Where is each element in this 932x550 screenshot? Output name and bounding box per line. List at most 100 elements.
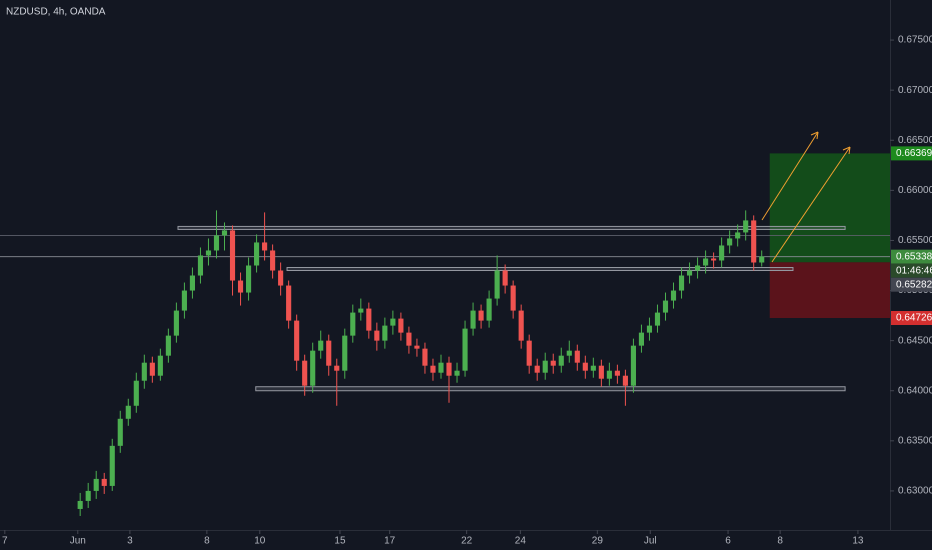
- candle-body: [638, 332, 645, 346]
- candle-body: [446, 362, 452, 376]
- arrow-head: [810, 131, 819, 140]
- candle-body: [606, 370, 612, 379]
- candle-body: [254, 242, 260, 266]
- candle-body: [101, 478, 107, 486]
- candle-body: [622, 375, 628, 386]
- candle-body: [229, 230, 236, 281]
- candle-body: [438, 362, 444, 373]
- y-tick-label: 0.63500: [898, 435, 932, 446]
- candle-body: [470, 310, 476, 329]
- candle-body: [237, 280, 244, 293]
- candle-body: [85, 490, 91, 501]
- candle-body: [189, 275, 195, 291]
- candle-body: [270, 250, 276, 271]
- y-tick-label: 0.66500: [898, 135, 932, 146]
- candle-body: [462, 328, 468, 371]
- candle-body: [109, 445, 115, 486]
- candle-body: [614, 370, 620, 376]
- arrow-line: [771, 146, 851, 263]
- candle-body: [454, 370, 460, 376]
- candle-body: [133, 380, 139, 406]
- arrow-head: [842, 146, 851, 155]
- candle-body: [414, 345, 420, 349]
- x-tick-label: 22: [461, 536, 473, 547]
- y-tick-label: 0.64000: [898, 385, 932, 396]
- candle-body: [494, 270, 500, 299]
- candle-body: [125, 405, 131, 419]
- candle-body: [165, 335, 171, 356]
- chart-title: NZDUSD, 4h, OANDA: [6, 7, 106, 18]
- target-zone: [769, 153, 890, 263]
- candle-body: [406, 332, 412, 346]
- candle-body: [751, 220, 757, 263]
- y-tick-label: 0.65500: [898, 235, 932, 246]
- candle-body: [695, 265, 701, 271]
- candle-body: [197, 255, 204, 276]
- candle-body: [670, 290, 677, 301]
- target-price-label-box: [891, 146, 932, 161]
- target-price-label: 0.66369: [896, 148, 932, 159]
- x-tick-label: 6: [725, 536, 731, 547]
- x-tick-label: 13: [852, 536, 864, 547]
- candle-body: [566, 350, 572, 356]
- candle-body: [358, 308, 364, 313]
- candle-body: [630, 345, 636, 386]
- candle-body: [550, 360, 556, 366]
- candle-body: [245, 265, 252, 293]
- candle-body: [654, 312, 661, 326]
- candle-body: [598, 365, 604, 379]
- candle-body: [711, 258, 717, 261]
- candle-body: [582, 362, 588, 371]
- countdown-label: 01:46:46: [896, 265, 932, 276]
- candle-body: [574, 350, 580, 363]
- candle-body: [686, 270, 693, 276]
- price-zone: [255, 386, 846, 392]
- price-zone: [286, 267, 794, 272]
- candle-body: [310, 350, 316, 386]
- candle-body: [719, 245, 725, 261]
- x-tick-label: 8: [204, 536, 210, 547]
- x-tick-label: Jul: [644, 536, 657, 547]
- arrow-line: [761, 131, 819, 221]
- candle-body: [350, 312, 356, 336]
- candle-body: [366, 308, 372, 331]
- candle-body: [502, 270, 508, 286]
- candle-body: [117, 418, 123, 446]
- last-price-label: 0.65338: [896, 251, 932, 262]
- candle-body: [221, 230, 228, 236]
- candle-body: [149, 362, 155, 376]
- candle-body: [93, 478, 99, 491]
- candle-body: [318, 340, 324, 351]
- x-tick-label: 8: [777, 536, 783, 547]
- candle-body: [181, 290, 187, 311]
- candle-body: [286, 285, 292, 321]
- candle-body: [727, 238, 733, 246]
- stop-price-label: 0.64726: [896, 313, 932, 324]
- x-tick-label: 10: [254, 536, 266, 547]
- candle-body: [703, 258, 709, 266]
- candle-body: [77, 500, 83, 509]
- candle-body: [342, 335, 348, 371]
- candle-body: [205, 250, 212, 256]
- candle-body: [590, 365, 596, 371]
- x-tick-label: Jun: [70, 536, 86, 547]
- y-tick-label: 0.64500: [898, 335, 932, 346]
- candle-body: [390, 318, 396, 326]
- candle-body: [294, 320, 300, 361]
- candle-body: [398, 318, 404, 333]
- candle-body: [662, 300, 669, 313]
- candle-body: [382, 325, 388, 341]
- x-tick-label: 15: [334, 536, 346, 547]
- x-tick-label: 3: [127, 536, 133, 547]
- price-zone: [177, 225, 846, 230]
- last-price-label-box: [891, 249, 932, 264]
- candle-body: [542, 360, 548, 373]
- candle-body: [486, 298, 492, 321]
- y-tick-label: 0.66000: [898, 185, 932, 196]
- candle-body: [518, 310, 524, 341]
- x-tick-label: 7: [2, 536, 8, 547]
- x-tick-label: 29: [592, 536, 604, 547]
- candle-body: [141, 362, 147, 381]
